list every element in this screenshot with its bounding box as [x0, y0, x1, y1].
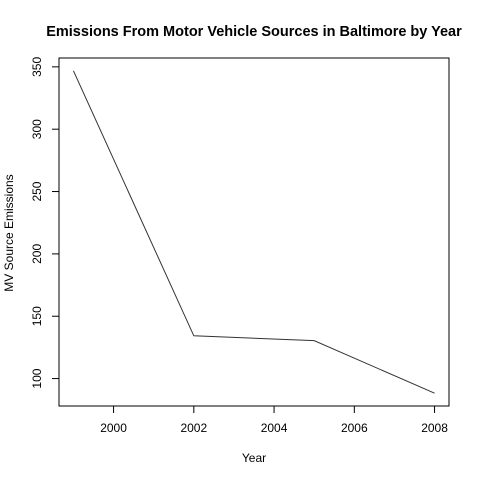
- x-tick-label: 2000: [100, 421, 127, 435]
- y-tick-label: 150: [30, 306, 44, 326]
- y-tick-label: 100: [30, 368, 44, 388]
- y-tick-label: 350: [30, 57, 44, 77]
- plot-frame: [58, 57, 450, 407]
- x-tick-label: 2008: [421, 421, 448, 435]
- chart-title: Emissions From Motor Vehicle Sources in …: [46, 24, 462, 40]
- y-tick-label: 250: [30, 181, 44, 201]
- x-axis: 2000 2002 2004 2006 2008: [100, 405, 448, 435]
- y-tick-label: 200: [30, 244, 44, 264]
- x-axis-label: Year: [242, 451, 266, 465]
- x-tick-label: 2006: [341, 421, 368, 435]
- series-line: [72, 70, 435, 394]
- series-layer: [72, 70, 435, 394]
- y-tick-label: 300: [30, 119, 44, 139]
- x-tick-label: 2002: [180, 421, 207, 435]
- x-tick-label: 2004: [261, 421, 288, 435]
- y-axis: 100 150 200 250 300 350: [30, 57, 60, 389]
- y-axis-label: MV Source Emissions: [2, 174, 16, 291]
